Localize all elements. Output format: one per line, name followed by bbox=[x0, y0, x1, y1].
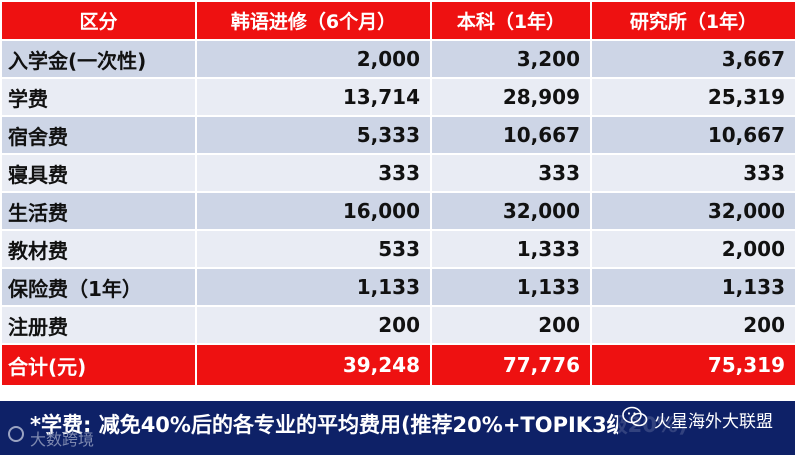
table-row: 生活费 16,000 32,000 32,000 bbox=[0, 191, 795, 231]
cell-value: 32,000 bbox=[590, 191, 795, 231]
watermark-icon bbox=[8, 426, 24, 442]
watermark: 大数跨境 bbox=[30, 430, 95, 449]
row-label: 宿舍费 bbox=[0, 115, 197, 155]
table-row: 入学金(一次性) 2,000 3,200 3,667 bbox=[0, 39, 795, 79]
cell-value: 1,333 bbox=[430, 229, 592, 269]
total-value: 77,776 bbox=[430, 343, 592, 387]
cell-value: 2,000 bbox=[195, 39, 432, 79]
cell-value: 28,909 bbox=[430, 77, 592, 117]
row-label: 寝具费 bbox=[0, 153, 197, 193]
table-row: 寝具费 333 333 333 bbox=[0, 153, 795, 193]
table-row: 宿舍费 5,333 10,667 10,667 bbox=[0, 115, 795, 155]
table-row: 保险费（1年） 1,133 1,133 1,133 bbox=[0, 267, 795, 307]
cell-value: 16,000 bbox=[195, 191, 432, 231]
table-row: 注册费 200 200 200 bbox=[0, 305, 795, 345]
brand-badge: 火星海外大联盟 bbox=[618, 404, 777, 435]
row-label: 教材费 bbox=[0, 229, 197, 269]
cell-value: 1,133 bbox=[195, 267, 432, 307]
total-value: 75,319 bbox=[590, 343, 795, 387]
cell-value: 10,667 bbox=[430, 115, 592, 155]
cell-value: 25,319 bbox=[590, 77, 795, 117]
cell-value: 200 bbox=[590, 305, 795, 345]
cell-value: 1,133 bbox=[590, 267, 795, 307]
header-category: 区分 bbox=[0, 0, 197, 41]
total-label: 合计(元) bbox=[0, 343, 197, 387]
cell-value: 333 bbox=[195, 153, 432, 193]
cell-value: 13,714 bbox=[195, 77, 432, 117]
brand-name: 火星海外大联盟 bbox=[654, 412, 773, 432]
cell-value: 3,667 bbox=[590, 39, 795, 79]
total-value: 39,248 bbox=[195, 343, 432, 387]
row-label: 入学金(一次性) bbox=[0, 39, 197, 79]
cell-value: 3,200 bbox=[430, 39, 592, 79]
header-korean-course: 韩语进修（6个月） bbox=[195, 0, 432, 41]
table-row: 学费 13,714 28,909 25,319 bbox=[0, 77, 795, 117]
cell-value: 533 bbox=[195, 229, 432, 269]
cell-value: 2,000 bbox=[590, 229, 795, 269]
row-label: 生活费 bbox=[0, 191, 197, 231]
header-undergraduate: 本科（1年） bbox=[430, 0, 592, 41]
total-row: 合计(元) 39,248 77,776 75,319 bbox=[0, 343, 795, 387]
row-label: 注册费 bbox=[0, 305, 197, 345]
cell-value: 32,000 bbox=[430, 191, 592, 231]
cell-value: 200 bbox=[430, 305, 592, 345]
header-graduate: 研究所（1年） bbox=[590, 0, 795, 41]
fee-table: 区分 韩语进修（6个月） 本科（1年） 研究所（1年） 入学金(一次性) 2,0… bbox=[0, 0, 795, 387]
cell-value: 10,667 bbox=[590, 115, 795, 155]
table-row: 教材费 533 1,333 2,000 bbox=[0, 229, 795, 269]
cell-value: 5,333 bbox=[195, 115, 432, 155]
header-row: 区分 韩语进修（6个月） 本科（1年） 研究所（1年） bbox=[0, 0, 795, 41]
cell-value: 200 bbox=[195, 305, 432, 345]
cell-value: 1,133 bbox=[430, 267, 592, 307]
cell-value: 333 bbox=[430, 153, 592, 193]
cell-value: 333 bbox=[590, 153, 795, 193]
row-label: 学费 bbox=[0, 77, 197, 117]
row-label: 保险费（1年） bbox=[0, 267, 197, 307]
wechat-icon bbox=[622, 406, 648, 433]
